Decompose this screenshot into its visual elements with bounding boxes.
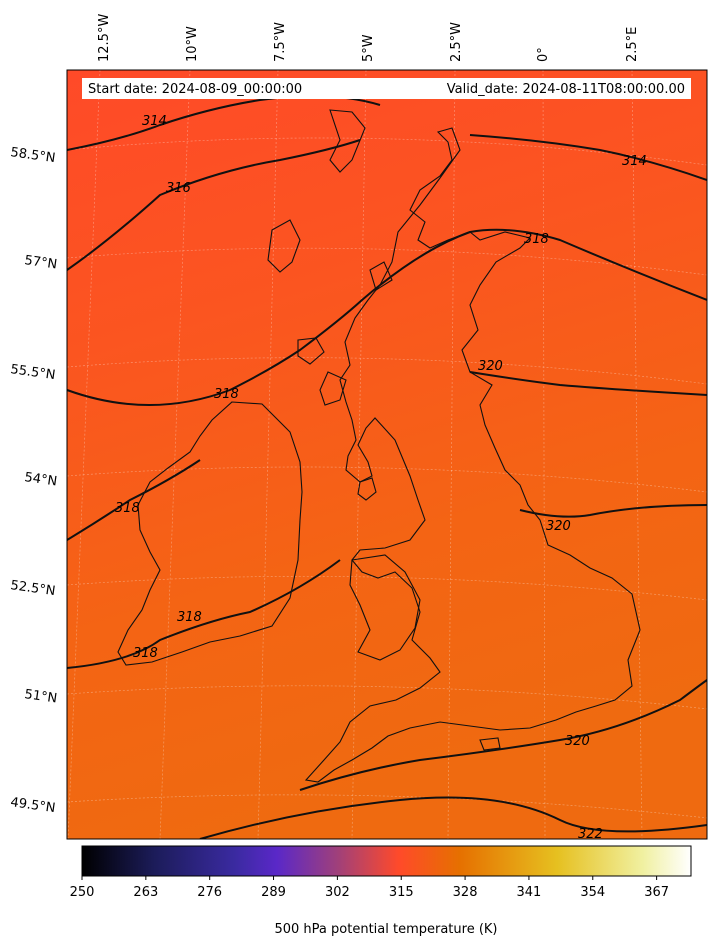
- contour-label: 320: [565, 734, 590, 749]
- colorbar-tick-label: 302: [325, 885, 350, 900]
- colorbar-tick-label: 315: [389, 885, 414, 900]
- colorbar-title: 500 hPa potential temperature (K): [274, 922, 497, 937]
- start-date-label: Start date: 2024-08-09_00:00:00: [88, 82, 302, 97]
- colorbar-tick-label: 354: [580, 885, 605, 900]
- colorbar: 250 263 276 289 302 315 328 341 354 367 500 hPa p…: [70, 845, 692, 937]
- lon-label: 7.5°W: [273, 22, 288, 62]
- contour-320-east: [519, 504, 707, 518]
- info-box: [82, 78, 691, 99]
- contour-label: 318: [133, 646, 158, 661]
- contour-320-center: [469, 371, 707, 396]
- colorbar-tick-label: 367: [644, 885, 669, 900]
- contour-label: 320: [478, 359, 503, 374]
- contour-322: [199, 796, 707, 839]
- contour-320-south: [299, 679, 707, 791]
- lon-label: 10°W: [185, 26, 200, 62]
- latitude-labels: 58.5°N 57°N 55.5°N 54°N 52.5°N 51°N 49.5…: [9, 145, 58, 816]
- colorbar-tick-label: 276: [197, 885, 222, 900]
- contour-label: 314: [622, 154, 647, 169]
- contour-label: 318: [177, 610, 202, 625]
- lon-label: 0°: [536, 47, 551, 62]
- colorbar-ticks: 250 263 276 289 302 315 328 341 354 367: [70, 876, 669, 900]
- longitude-labels: 12.5°W 10°W 7.5°W 5°W 2.5°W 0° 2.5°E: [97, 14, 640, 62]
- contour-314-east: [469, 134, 707, 181]
- lat-label: 49.5°N: [9, 795, 56, 816]
- contour-label: 318: [115, 501, 140, 516]
- coastlines: [117, 109, 641, 783]
- lon-label: 12.5°W: [97, 14, 112, 62]
- contour-318-southwest: [67, 559, 341, 669]
- contour-label: 322: [578, 827, 603, 842]
- contour-label-group: 314 316 314 318 318 320 318 320 318 318 …: [115, 114, 647, 842]
- contour-label: 316: [166, 181, 191, 196]
- valid-date-label: Valid_date: 2024-08-11T08:00:00.00: [447, 82, 685, 97]
- contour-label: 318: [214, 387, 239, 402]
- map-frame: [66, 69, 708, 840]
- colorbar-tick-label: 328: [453, 885, 478, 900]
- lat-label: 54°N: [23, 470, 58, 489]
- colorbar-tick-label: 289: [261, 885, 286, 900]
- contour-318-west: [67, 459, 201, 541]
- colorbar-tick-label: 263: [133, 885, 158, 900]
- colorbar-gradient: [81, 845, 692, 877]
- lat-label: 57°N: [23, 253, 58, 272]
- contour-316: [67, 139, 361, 271]
- lat-label: 58.5°N: [9, 145, 56, 166]
- lon-label: 5°W: [361, 34, 376, 62]
- colorbar-tick-label: 341: [517, 885, 542, 900]
- colorbar-tick-label: 250: [70, 885, 95, 900]
- temperature-field: [67, 70, 707, 839]
- lon-label: 2.5°W: [449, 22, 464, 62]
- contour-318-north: [67, 228, 707, 406]
- lat-label: 51°N: [23, 687, 58, 706]
- contour-label: 318: [524, 232, 549, 247]
- lon-label: 2.5°E: [625, 27, 640, 62]
- contour-label: 314: [142, 114, 167, 129]
- lat-label: 52.5°N: [9, 578, 56, 599]
- contours: [67, 95, 707, 839]
- lat-label: 55.5°N: [9, 362, 56, 383]
- contour-label: 320: [546, 519, 571, 534]
